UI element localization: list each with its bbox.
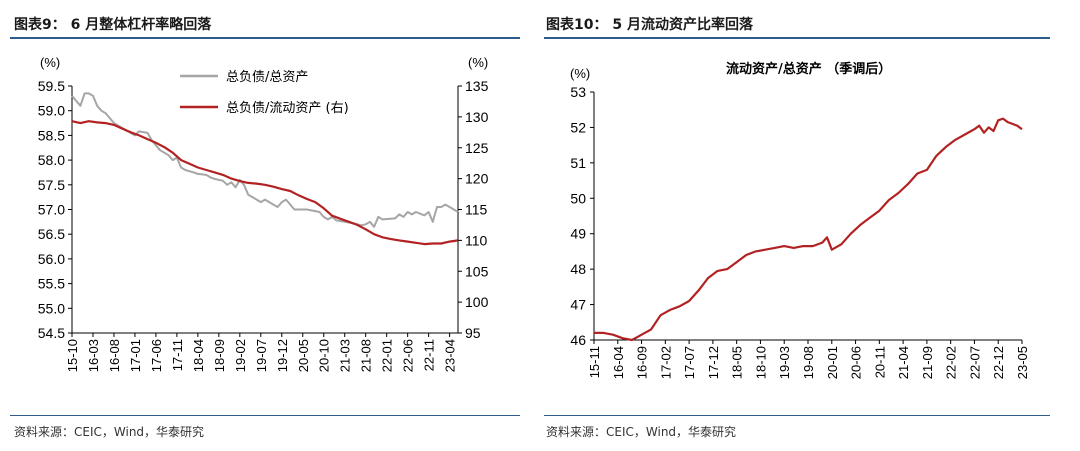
x-tick-label: 22-06 bbox=[401, 339, 416, 372]
x-tick-label: 17-07 bbox=[682, 346, 697, 379]
y-tick-label: 55.0 bbox=[38, 300, 65, 316]
y2-tick-label: 105 bbox=[465, 263, 489, 279]
x-tick-label: 22-07 bbox=[967, 346, 982, 379]
x-tick-label: 20-01 bbox=[825, 346, 840, 379]
title-rule bbox=[544, 37, 1050, 39]
x-tick-label: 16-04 bbox=[611, 346, 626, 379]
left-axis-unit: (%) bbox=[40, 55, 60, 70]
y-tick-label: 48 bbox=[570, 261, 586, 277]
x-tick-label: 20-06 bbox=[849, 346, 864, 379]
x-tick-label: 17-01 bbox=[128, 339, 143, 372]
y2-tick-label: 115 bbox=[465, 202, 488, 218]
x-tick-label: 22-02 bbox=[944, 346, 959, 379]
x-tick-label: 16-08 bbox=[107, 339, 122, 372]
x-tick-label: 17-12 bbox=[706, 346, 721, 379]
x-tick-label: 19-02 bbox=[233, 339, 248, 372]
x-tick-label: 18-05 bbox=[730, 346, 745, 379]
source-rule bbox=[544, 415, 1050, 416]
y-tick-label: 59.0 bbox=[38, 103, 65, 119]
x-tick-label: 22-11 bbox=[422, 339, 437, 371]
x-tick-label: 21-09 bbox=[920, 346, 935, 379]
current-asset-ratio-chart: 流动资产/总资产 （季调后） (%) 46 47 48 49 50 51 52 53 15-11… bbox=[570, 61, 1030, 379]
figure-9-panel: 图表9： 6 月整体杠杆率略回落 (%) (%) 总负债/总资产 总负债/流动资… bbox=[0, 0, 530, 451]
y-tick-label: 58.5 bbox=[38, 127, 65, 143]
y-tick-label: 58.0 bbox=[38, 152, 65, 168]
x-tick-label: 21-04 bbox=[896, 346, 911, 379]
y-tick-label: 53 bbox=[570, 84, 586, 100]
x-tick-label: 15-10 bbox=[65, 339, 80, 372]
y2-tick-label: 100 bbox=[465, 294, 489, 310]
x-tick-label: 17-11 bbox=[170, 339, 185, 371]
y2-tick-label: 135 bbox=[465, 78, 489, 94]
y-tick-label: 49 bbox=[570, 226, 586, 242]
x-tick-label: 15-11 bbox=[587, 346, 602, 378]
x-tick-label: 18-10 bbox=[753, 346, 768, 379]
x-tick-label: 21-03 bbox=[338, 339, 353, 372]
figure-10-title: 图表10： 5 月流动资产比率回落 bbox=[546, 17, 753, 33]
y2-tick-label: 130 bbox=[465, 109, 489, 125]
x-tick-label: 22-01 bbox=[380, 339, 395, 372]
x-tick-label: 19-03 bbox=[777, 346, 792, 379]
x-tick-label: 18-04 bbox=[191, 339, 206, 372]
y-tick-label: 57.0 bbox=[38, 202, 65, 218]
x-tick-label: 16-03 bbox=[86, 339, 101, 372]
x-tick-label: 20-05 bbox=[296, 339, 311, 372]
figure-10-source: 资料来源：CEIC，Wind，华泰研究 bbox=[546, 425, 737, 439]
source-rule bbox=[10, 415, 520, 416]
x-tick-label: 17-06 bbox=[149, 339, 164, 372]
x-tick-label: 19-12 bbox=[275, 339, 290, 372]
x-tick-label: 23-05 bbox=[1015, 346, 1030, 379]
y-tick-label: 54.5 bbox=[38, 325, 65, 341]
y-tick-label: 56.0 bbox=[38, 251, 65, 267]
y-tick-label: 52 bbox=[570, 119, 586, 135]
y2-tick-label: 110 bbox=[465, 232, 488, 248]
x-tick-label: 22-12 bbox=[991, 346, 1006, 379]
figure-9-source: 资料来源：CEIC，Wind，华泰研究 bbox=[14, 425, 205, 439]
y2-tick-label: 120 bbox=[465, 171, 489, 187]
series-line-debt-current-asset bbox=[71, 120, 459, 246]
chart-title: 流动资产/总资产 （季调后） bbox=[726, 61, 891, 77]
figure-10-panel: 图表10： 5 月流动资产比率回落 流动资产/总资产 （季调后） (%) 46 4… bbox=[540, 0, 1080, 451]
legend-label-debt-asset: 总负债/总资产 bbox=[226, 70, 308, 85]
y-tick-label: 57.5 bbox=[38, 177, 65, 193]
x-tick-label: 21-08 bbox=[359, 339, 374, 372]
y-tick-label: 55.5 bbox=[38, 276, 65, 292]
x-tick-label: 19-08 bbox=[801, 346, 816, 379]
y-tick-label: 50 bbox=[570, 190, 586, 206]
x-tick-label: 16-09 bbox=[635, 346, 650, 379]
legend-label-debt-current-asset: 总负债/流动资产 (右) bbox=[226, 101, 349, 116]
y-tick-label: 59.5 bbox=[38, 78, 65, 94]
x-tick-label: 20-11 bbox=[872, 346, 887, 378]
x-tick-label: 20-10 bbox=[317, 339, 332, 372]
chart-legend: 总负债/总资产 总负债/流动资产 (右) bbox=[180, 70, 349, 116]
x-tick-label: 18-09 bbox=[212, 339, 227, 372]
title-rule bbox=[10, 37, 520, 39]
y2-tick-label: 125 bbox=[465, 140, 489, 156]
x-tick-label: 17-02 bbox=[658, 346, 673, 379]
y-tick-label: 51 bbox=[570, 155, 586, 171]
x-tick-label: 23-04 bbox=[443, 339, 458, 372]
series-line-current-asset-ratio bbox=[594, 117, 1023, 342]
figure-9-title: 图表9： 6 月整体杠杆率略回落 bbox=[14, 17, 212, 33]
y-tick-label: 47 bbox=[570, 297, 586, 313]
y2-tick-label: 95 bbox=[465, 325, 481, 341]
leverage-chart: (%) (%) 总负债/总资产 总负债/流动资产 (右) 54.5 55.0 55.… bbox=[38, 55, 489, 372]
right-axis-unit: (%) bbox=[468, 55, 488, 70]
x-tick-label: 19-07 bbox=[254, 339, 269, 372]
y-tick-label: 46 bbox=[570, 332, 586, 348]
y-tick-label: 56.5 bbox=[38, 226, 65, 242]
axis-unit: (%) bbox=[570, 66, 590, 81]
